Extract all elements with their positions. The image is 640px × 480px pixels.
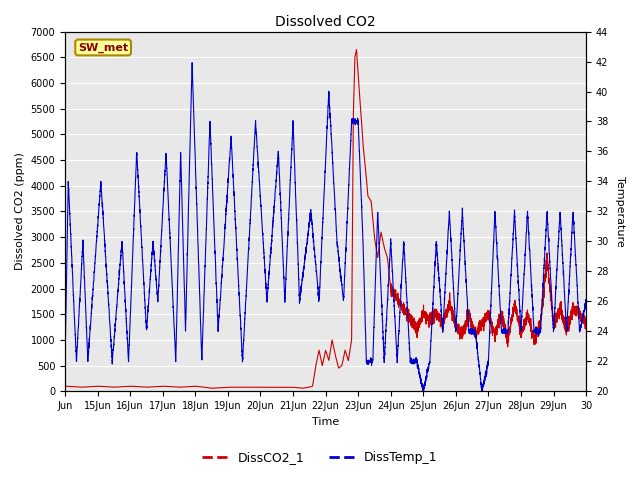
Title: Dissolved CO2: Dissolved CO2 bbox=[275, 15, 376, 29]
Y-axis label: Temperature: Temperature bbox=[615, 176, 625, 247]
Text: SW_met: SW_met bbox=[78, 42, 128, 53]
Y-axis label: Dissolved CO2 (ppm): Dissolved CO2 (ppm) bbox=[15, 153, 25, 270]
X-axis label: Time: Time bbox=[312, 417, 339, 427]
Legend: DissCO2_1, DissTemp_1: DissCO2_1, DissTemp_1 bbox=[197, 446, 443, 469]
